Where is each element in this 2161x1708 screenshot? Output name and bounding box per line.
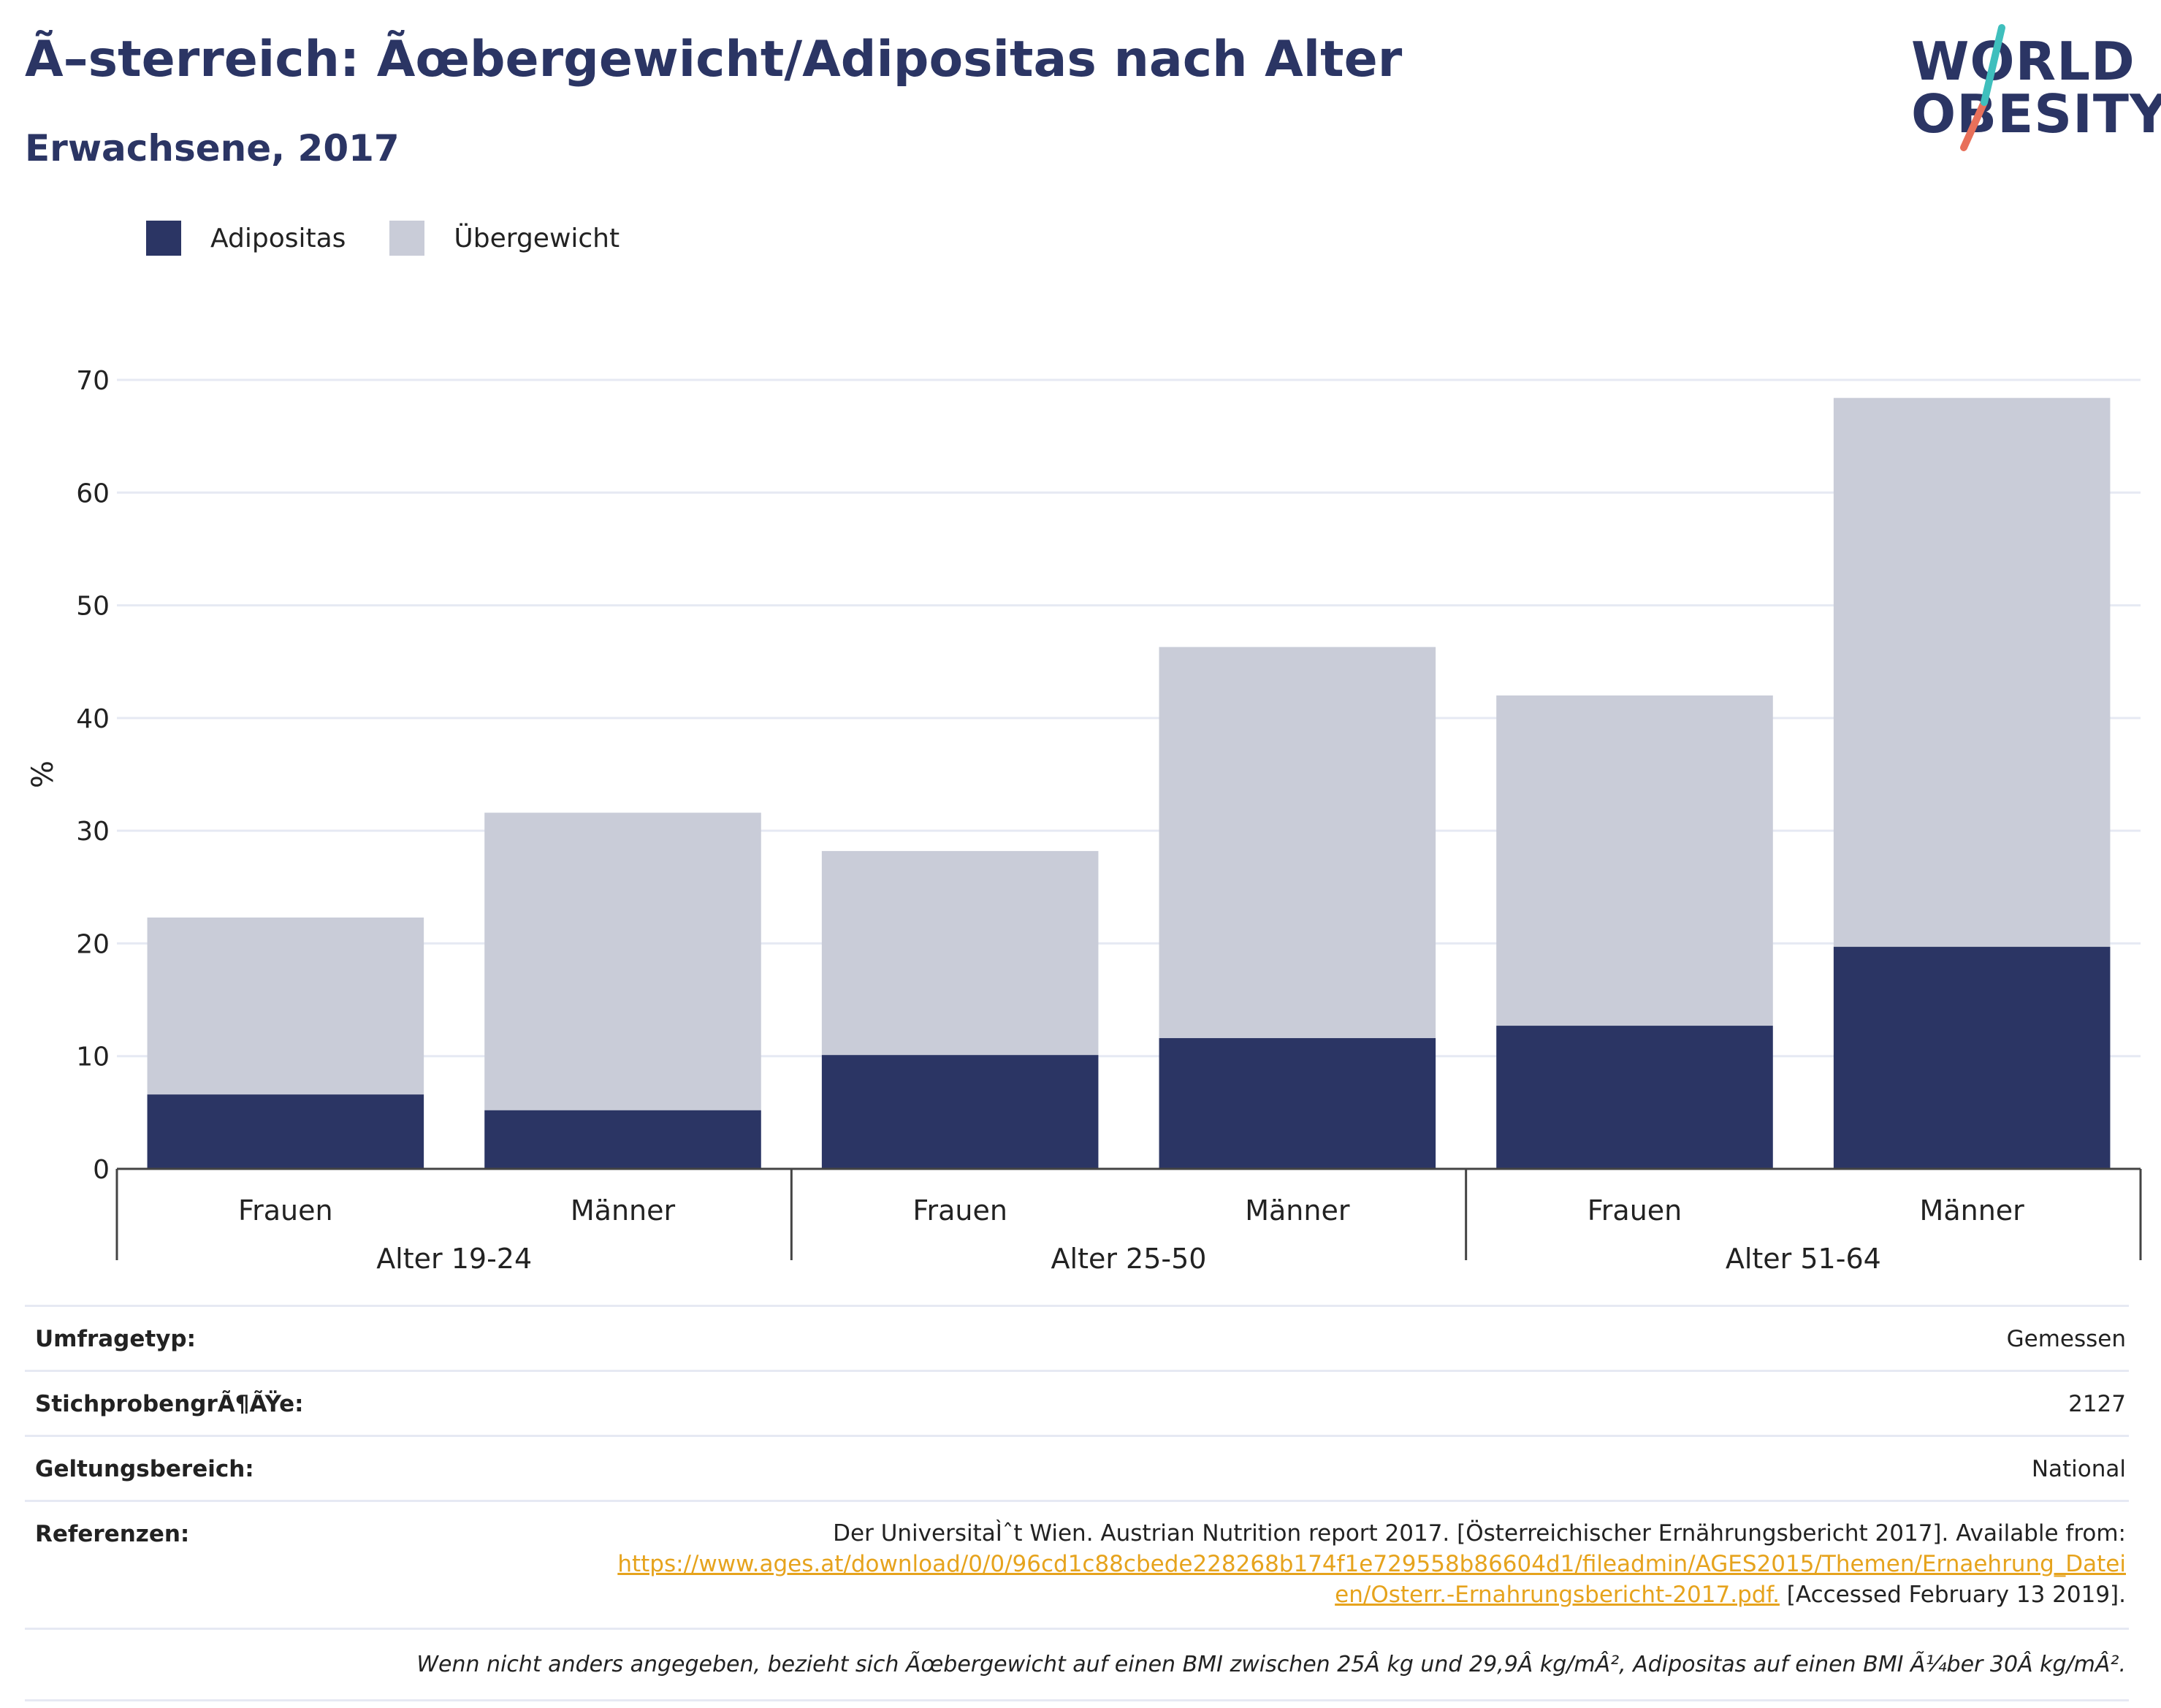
x-tick-label: Männer: [1920, 1194, 2025, 1227]
info-value-references: Der UniversitaÌˆt Wien. Austrian Nutriti…: [617, 1518, 2129, 1610]
info-table: Umfragetyp: Gemessen StichprobengrÃ¶ÃŸe:…: [25, 1305, 2129, 1701]
reference-link-continued[interactable]: en/Osterr.-Ernahrungsbericht-2017.pdf.: [1335, 1582, 1780, 1608]
info-row-survey-type: Umfragetyp: Gemessen: [25, 1305, 2129, 1370]
y-tick-label: 20: [76, 929, 110, 959]
x-tick-label: Frauen: [1588, 1194, 1682, 1227]
bar-uebergewicht[interactable]: [1159, 647, 1436, 1039]
info-row-scope: Geltungsbereich: National: [25, 1435, 2129, 1500]
y-axis-label: %: [26, 760, 60, 788]
reference-link[interactable]: https://www.ages.at/download/0/0/96cd1c8…: [617, 1551, 2126, 1577]
bar-uebergewicht[interactable]: [484, 812, 761, 1110]
bar-adipositas[interactable]: [147, 1094, 424, 1169]
bar-adipositas[interactable]: [484, 1110, 761, 1169]
info-key: Referenzen:: [35, 1521, 190, 1547]
info-row-sample-size: StichprobengrÃ¶ÃŸe: 2127: [25, 1370, 2129, 1435]
x-group-label: Alter 51-64: [1726, 1243, 1881, 1275]
legend-swatch-adipositas: [146, 221, 181, 256]
legend-swatch-uebergewicht: [389, 221, 425, 256]
y-tick-label: 50: [76, 592, 110, 622]
y-tick-label: 10: [76, 1042, 110, 1072]
y-tick-label: 40: [76, 704, 110, 734]
x-group-label: Alter 19-24: [376, 1243, 532, 1275]
info-value: Gemessen: [2006, 1326, 2126, 1352]
bar-uebergewicht[interactable]: [147, 917, 424, 1095]
chart-subtitle: Erwachsene, 2017: [25, 127, 400, 169]
info-key: StichprobengrÃ¶ÃŸe:: [35, 1391, 304, 1417]
y-tick-label: 70: [76, 366, 110, 396]
info-value: National: [2031, 1456, 2126, 1482]
x-group-label: Alter 25-50: [1051, 1243, 1207, 1275]
x-tick-label: Männer: [571, 1194, 676, 1227]
x-tick-label: Frauen: [238, 1194, 333, 1227]
legend-item-adipositas[interactable]: Adipositas: [146, 221, 346, 256]
y-tick-label: 60: [76, 479, 110, 508]
y-tick-label: 30: [76, 817, 110, 847]
legend-item-uebergewicht[interactable]: Übergewicht: [389, 221, 620, 256]
chart-title: Ã–sterreich: Ãœbergewicht/Adipositas nac…: [25, 31, 1403, 88]
world-obesity-logo: WORLD OBESITY: [1899, 22, 2161, 153]
bmi-footnote: Wenn nicht anders angegeben, bezieht sic…: [25, 1628, 2129, 1701]
bar-uebergewicht[interactable]: [1833, 397, 2111, 948]
bar-adipositas[interactable]: [1833, 947, 2111, 1169]
logo-word-world: WORLD: [1911, 31, 2135, 92]
reference-text: Der UniversitaÌˆt Wien. Austrian Nutriti…: [833, 1520, 2126, 1547]
info-key: Umfragetyp:: [35, 1326, 196, 1352]
bar-adipositas[interactable]: [1496, 1026, 1773, 1169]
bar-adipositas[interactable]: [1159, 1038, 1436, 1169]
stacked-bar-chart: 0 10 20 30 40 50 60 70% Frauen Männer Frauen Männer…: [26, 366, 2142, 1275]
info-row-references: Referenzen: Der UniversitaÌˆt Wien. Aust…: [25, 1500, 2129, 1628]
x-tick-label: Frauen: [912, 1194, 1007, 1227]
chart-legend: Adipositas Übergewicht: [146, 218, 663, 259]
bar-uebergewicht[interactable]: [821, 850, 1099, 1056]
reference-accessed: [Accessed February 13 2019].: [1779, 1582, 2126, 1608]
logo-slash-icon: [1960, 24, 2005, 151]
logo-word-obesity: OBESITY: [1911, 83, 2161, 145]
bar-adipositas[interactable]: [821, 1055, 1099, 1169]
info-key: Geltungsbereich:: [35, 1456, 254, 1482]
x-tick-label: Männer: [1245, 1194, 1350, 1227]
legend-label-uebergewicht: Übergewicht: [454, 223, 620, 253]
y-tick-label: 0: [93, 1155, 110, 1185]
bar-uebergewicht[interactable]: [1496, 695, 1773, 1026]
legend-label-adipositas: Adipositas: [210, 223, 346, 253]
info-value: 2127: [2068, 1391, 2126, 1417]
